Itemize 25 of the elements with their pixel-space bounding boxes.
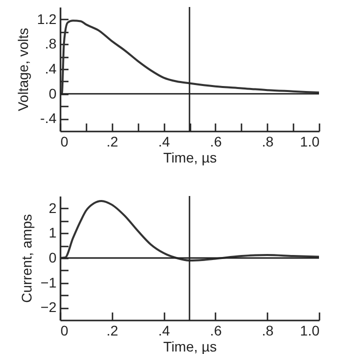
x-tick-label: .4: [158, 134, 170, 150]
x-tick-label: .2: [106, 322, 118, 338]
y-tick-label: .8: [44, 36, 57, 52]
y-tick-label: −1: [40, 274, 57, 290]
y-tick-label: 0: [48, 250, 57, 266]
x-tick-label: .4: [158, 322, 170, 338]
x-tick-label: .8: [262, 322, 274, 338]
x-tick-label: 1.0: [300, 134, 320, 150]
x-tick-label: 0: [60, 134, 68, 150]
y-tick-label: -.4: [40, 110, 57, 126]
x-tick-label: .8: [262, 134, 274, 150]
y-tick-label: 0: [48, 85, 57, 102]
y-tick-label: −2: [40, 299, 57, 316]
x-axis-title: Time, µs: [163, 150, 217, 166]
y-tick-label: 2: [48, 200, 57, 216]
y-tick-label: .4: [44, 60, 57, 76]
x-tick-label: .2: [106, 134, 118, 150]
x-tick-label: 1.0: [300, 322, 320, 338]
y-tick-label: 1.2: [37, 10, 57, 27]
y-tick-label: 1: [48, 224, 57, 241]
y-axis-title: Current, amps: [18, 214, 35, 303]
x-tick-label: 0: [60, 322, 68, 338]
y-axis-title: Voltage, volts: [15, 28, 32, 112]
x-tick-label: .6: [210, 322, 222, 338]
x-tick-label: .6: [210, 134, 222, 150]
